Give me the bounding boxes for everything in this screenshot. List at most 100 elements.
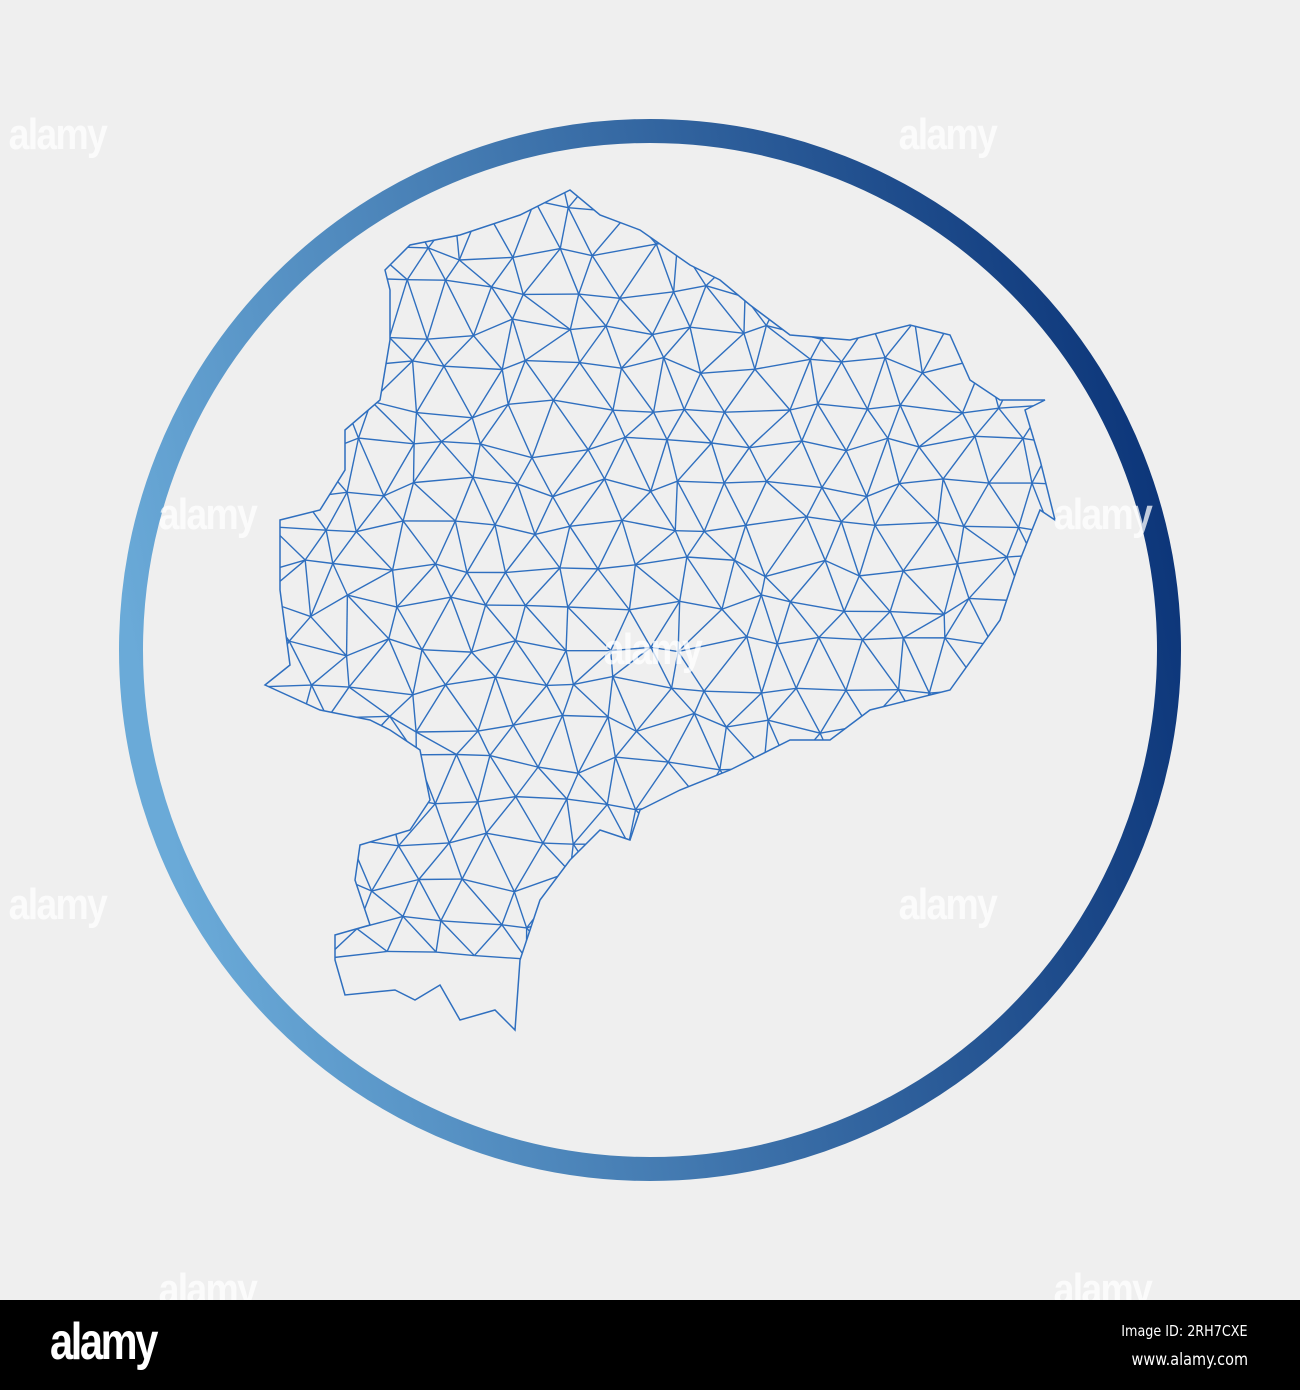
mesh-edge: [485, 796, 517, 834]
mesh-edge: [515, 640, 548, 686]
mesh-edge: [567, 606, 630, 611]
mesh-edge: [744, 296, 767, 326]
mesh-edge: [494, 524, 507, 573]
mesh-edge: [1112, 289, 1122, 332]
mesh-edge: [568, 206, 629, 214]
mesh-edge: [781, 884, 812, 894]
mesh-edge: [937, 521, 964, 528]
mesh-edge: [837, 801, 867, 854]
mesh-edge: [406, 206, 455, 214]
mesh-edge: [945, 328, 986, 359]
mesh-edge: [605, 297, 621, 327]
mesh-edge: [789, 409, 803, 442]
mesh-edge: [567, 190, 608, 209]
mesh-edge: [763, 767, 782, 799]
mesh-edge: [865, 800, 910, 815]
mesh-edge: [1053, 442, 1055, 452]
mesh-edge: [651, 291, 675, 335]
mesh-edge: [482, 199, 535, 205]
mesh-edge: [332, 562, 393, 571]
mesh-edge: [265, 798, 272, 840]
mesh-edge: [471, 417, 481, 445]
mesh-edge: [969, 810, 987, 855]
mesh-edge: [1019, 834, 1055, 855]
mesh-edge: [477, 724, 514, 732]
mesh-edge: [918, 412, 963, 448]
mesh-edge: [1053, 760, 1055, 797]
mesh-edge: [559, 207, 569, 249]
mesh-edge: [956, 526, 965, 564]
mesh-edge: [753, 216, 783, 258]
mesh-edge: [489, 724, 514, 756]
mesh-edge: [473, 924, 503, 957]
mesh-edge: [597, 564, 636, 570]
mesh-edge: [489, 755, 517, 798]
mesh-edge: [719, 726, 727, 770]
mesh-edge: [435, 801, 478, 805]
mesh-edge: [743, 324, 767, 334]
mesh-edge: [767, 719, 821, 734]
mesh-edge: [734, 875, 782, 894]
mesh-edge: [370, 360, 414, 402]
mesh-edge: [997, 164, 1044, 166]
mesh-edge: [984, 190, 998, 221]
mesh-edge: [599, 883, 619, 931]
mesh-edge: [742, 797, 782, 803]
mesh-edge: [444, 651, 473, 686]
mesh-edge: [620, 334, 654, 369]
mesh-edge: [743, 333, 756, 370]
mesh-edge: [723, 447, 750, 484]
mesh-edge: [1002, 853, 1020, 875]
mesh-edge: [629, 600, 680, 611]
watermark: alamy: [158, 490, 258, 539]
mesh-edge: [866, 357, 886, 410]
mesh-edge: [501, 924, 527, 929]
mesh-edge: [421, 596, 452, 651]
mesh-edge: [703, 636, 748, 692]
mesh-edge: [412, 338, 428, 362]
mesh-edge: [572, 803, 608, 845]
mesh-edge: [651, 334, 665, 358]
mesh-edge: [572, 683, 609, 718]
mesh-edge: [1006, 217, 1032, 242]
mesh-edge: [809, 966, 860, 973]
mesh-edge: [612, 646, 652, 678]
mesh-edge: [650, 480, 678, 493]
mesh-edge: [721, 608, 748, 638]
mesh-edge: [614, 730, 638, 758]
mesh-edge: [889, 611, 904, 639]
mesh-edge: [302, 491, 348, 499]
mesh-edge: [391, 520, 404, 571]
mesh-edge: [327, 838, 350, 850]
mesh-edge: [639, 959, 703, 965]
mesh-edge: [753, 190, 769, 218]
mesh-edge: [708, 837, 736, 877]
mesh-edge: [441, 440, 481, 445]
mesh-edge: [693, 690, 705, 714]
mesh-edge: [801, 440, 847, 452]
mesh-edge: [546, 650, 567, 686]
mesh-edge: [1117, 734, 1122, 765]
mesh-edge: [754, 358, 811, 370]
mesh-edge: [840, 320, 871, 363]
mesh-edge: [566, 798, 608, 806]
mesh-edge: [612, 409, 654, 413]
mesh-edge: [824, 521, 842, 561]
mesh-edge: [1041, 239, 1055, 298]
mesh-edge: [1052, 399, 1055, 444]
mesh-edge: [723, 482, 747, 526]
mesh-edge: [963, 482, 990, 527]
mesh-edge: [524, 605, 567, 652]
mesh-edge: [902, 570, 945, 615]
mesh-edge: [726, 719, 769, 728]
mesh-edge: [865, 801, 888, 837]
mesh-edge: [612, 676, 638, 732]
mesh-edge: [563, 911, 577, 972]
mesh-edge: [841, 520, 876, 527]
mesh-edge: [703, 690, 727, 728]
mesh-edge: [427, 247, 460, 261]
mesh-edge: [810, 852, 839, 887]
mesh-edge: [412, 684, 446, 696]
mesh-edge: [290, 376, 312, 418]
mesh-edge: [856, 238, 877, 292]
